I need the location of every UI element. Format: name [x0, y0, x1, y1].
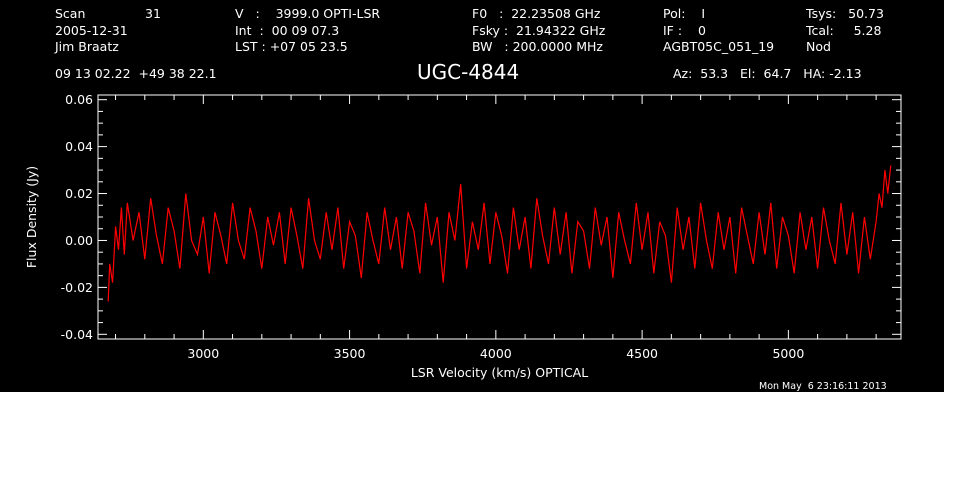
source-name: UGC-4844 [417, 60, 520, 84]
integration-time: Int : 00 09 07.3 [235, 23, 340, 38]
source-coordinates: 09 13 02.22 +49 38 22.1 [55, 66, 217, 81]
plot-timestamp: Mon May 6 23:16:11 2013 [759, 381, 887, 392]
plot-panel: Scan 31 V : 3999.0 OPTI-LSR F0 : 22.2350… [0, 0, 944, 392]
scan-number: 31 [145, 6, 161, 21]
x-tick-label: 3500 [334, 346, 366, 361]
observer-name: Jim Braatz [55, 39, 119, 54]
tcal-readout: Tcal: 5.28 [806, 23, 882, 38]
y-tick-label: -0.02 [61, 280, 93, 295]
velocity-readout: V : 3999.0 OPTI-LSR [235, 6, 381, 21]
spectrum-trace [107, 165, 892, 302]
scan-label: Scan [55, 6, 86, 21]
if-number: IF : 0 [663, 23, 706, 38]
lst-readout: LST : +07 05 23.5 [235, 39, 348, 54]
plot-frame [97, 94, 902, 340]
sky-frequency: Fsky : 21.94322 GHz [472, 23, 606, 38]
y-tick-label: 0.00 [65, 233, 93, 248]
az-el-ha-readout: Az: 53.3 El: 64.7 HA: -2.13 [673, 66, 862, 81]
y-tick-label: 0.06 [65, 92, 93, 107]
spectrum-chart: 3000 3500 4000 4500 5000 -0.04 -0.02 0.00 0.02 0.… [24, 92, 902, 380]
y-tick-label: -0.04 [61, 327, 93, 342]
bandwidth: BW : 200.0000 MHz [472, 39, 603, 54]
project-id: AGBT05C_051_19 [663, 39, 775, 54]
y-tick-label: 0.04 [65, 139, 93, 154]
x-tick-label: 5000 [772, 346, 804, 361]
x-tick-label: 4000 [480, 346, 512, 361]
tsys-readout: Tsys: 50.73 [806, 6, 884, 21]
y-axis-title: Flux Density (Jy) [24, 166, 39, 268]
procedure-name: Nod [806, 39, 831, 54]
y-tick-label: 0.02 [65, 186, 93, 201]
x-tick-label: 4500 [626, 346, 658, 361]
rest-frequency: F0 : 22.23508 GHz [472, 6, 601, 21]
polarization: Pol: I [663, 6, 706, 21]
x-tick-label: 3000 [187, 346, 219, 361]
observation-date: 2005-12-31 [55, 23, 128, 38]
x-axis-title: LSR Velocity (km/s) OPTICAL [411, 365, 588, 380]
